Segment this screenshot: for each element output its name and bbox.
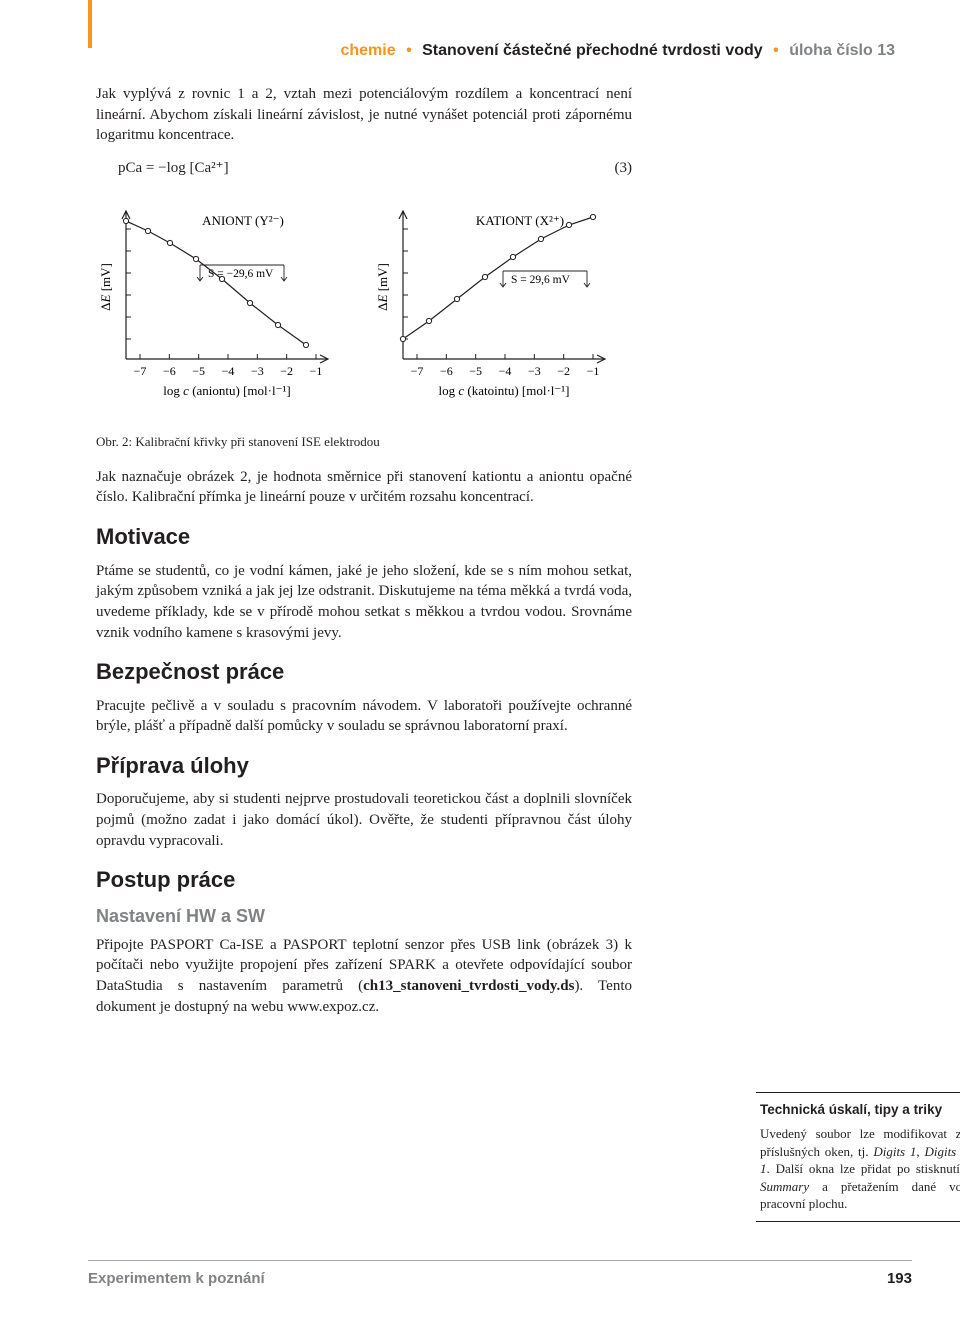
svg-text:ΔE [mV]: ΔE [mV]	[375, 263, 390, 311]
paragraph: Ptáme se studentů, co je vodní kámen, ja…	[96, 561, 632, 644]
breadcrumb: chemie • Stanovení částečné přechodné tv…	[96, 40, 901, 62]
subject: chemie	[340, 42, 395, 59]
page-title: Stanovení částečné přechodné tvrdosti vo…	[422, 42, 763, 59]
subsection-heading: Nastavení HW a SW	[96, 904, 632, 929]
svg-text:ANIONT (Y²⁻): ANIONT (Y²⁻)	[202, 213, 284, 228]
svg-text:S = 29,6 mV: S = 29,6 mV	[511, 274, 571, 286]
page: chemie • Stanovení částečné přechodné tv…	[96, 0, 901, 1029]
bold-run: ch13_stanoveni_tvrdosti_vody.ds	[363, 978, 574, 994]
svg-text:log c (katointu) [mol·l⁻¹]: log c (katointu) [mol·l⁻¹]	[438, 383, 569, 398]
paragraph: Jak naznačuje obrázek 2, je hodnota směr…	[96, 467, 632, 508]
charts-row: ΔE [mV] −7 −6 −5 −4 −3 −2 −1 log c (aniontu) [mo…	[96, 197, 632, 427]
section-heading: Motivace	[96, 522, 632, 552]
dot-sep-icon: •	[767, 42, 785, 59]
svg-text:−6: −6	[440, 364, 453, 378]
paragraph: Pracujte pečlivě a v souladu s pracovním…	[96, 696, 632, 737]
figure-caption: Obr. 2: Kalibrační křivky při stanovení …	[96, 433, 632, 451]
svg-text:−6: −6	[163, 364, 176, 378]
paragraph: Doporučujeme, aby si studenti nejprve pr…	[96, 789, 632, 851]
svg-text:−5: −5	[469, 364, 482, 378]
svg-text:−2: −2	[280, 364, 293, 378]
accent-bar	[88, 0, 92, 48]
svg-text:−4: −4	[499, 364, 512, 378]
svg-text:−1: −1	[587, 364, 600, 378]
svg-text:ΔE [mV]: ΔE [mV]	[98, 263, 113, 311]
page-number: 193	[887, 1269, 912, 1290]
svg-text:−4: −4	[222, 364, 235, 378]
footer: Experimentem k poznání 193	[88, 1260, 912, 1290]
sidebox-body: Uvedený soubor lze modifikovat zavřením …	[760, 1125, 960, 1213]
tips-sidebar: Technická úskalí, tipy a triky Uvedený s…	[756, 1092, 960, 1222]
section-heading: Bezpečnost práce	[96, 657, 632, 687]
svg-text:log c (aniontu) [mol·l⁻¹]: log c (aniontu) [mol·l⁻¹]	[163, 383, 290, 398]
anion-chart: ΔE [mV] −7 −6 −5 −4 −3 −2 −1 log c (aniontu) [mo…	[96, 197, 355, 427]
kation-chart: ΔE [mV] −7 −6 −5 −4 −3 −2 −1 log c (katointu) [m…	[373, 197, 632, 427]
svg-text:−3: −3	[528, 364, 541, 378]
section-heading: Příprava úlohy	[96, 751, 632, 781]
footer-left: Experimentem k poznání	[88, 1269, 265, 1290]
svg-text:−5: −5	[192, 364, 205, 378]
text-run: . Další okna lze přidat po stisknutí tla…	[767, 1161, 960, 1176]
svg-text:−3: −3	[251, 364, 264, 378]
main-column: Jak vyplývá z rovnic 1 a 2, vztah mezi p…	[96, 84, 632, 1017]
equation-number: (3)	[615, 158, 633, 179]
svg-text:KATIONT (X²⁺): KATIONT (X²⁺)	[476, 213, 564, 228]
svg-text:S = −29,6 mV: S = −29,6 mV	[208, 268, 274, 280]
svg-text:−2: −2	[557, 364, 570, 378]
section-heading: Postup práce	[96, 865, 632, 895]
equation-formula: pCa = −log [Ca²⁺]	[118, 158, 229, 179]
italic-run: Summary	[760, 1179, 809, 1194]
svg-text:−1: −1	[310, 364, 323, 378]
paragraph: Jak vyplývá z rovnic 1 a 2, vztah mezi p…	[96, 84, 632, 146]
svg-text:−7: −7	[411, 364, 424, 378]
dot-sep-icon: •	[400, 42, 418, 59]
task-number: úloha číslo 13	[789, 42, 895, 59]
equation-line: pCa = −log [Ca²⁺] (3)	[96, 158, 632, 179]
svg-text:−7: −7	[134, 364, 147, 378]
sidebox-title: Technická úskalí, tipy a triky	[760, 1101, 960, 1119]
paragraph: Připojte PASPORT Ca-ISE a PASPORT teplot…	[96, 935, 632, 1018]
